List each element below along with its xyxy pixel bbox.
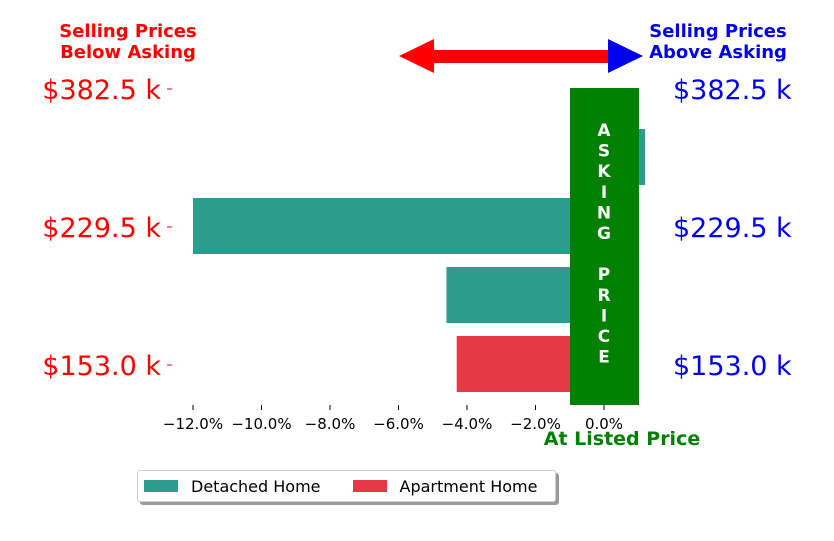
y-tick-label-left: $382.5 k <box>42 75 161 106</box>
asking-price-letter: G <box>597 224 611 244</box>
y-tick-label-right: $382.5 k <box>673 75 792 106</box>
y-tick-label-left: $153.0 k <box>42 351 161 382</box>
asking-price-letter: C <box>598 327 610 347</box>
legend-label-detached: Detached Home <box>191 476 321 496</box>
legend-item-apartment: Apartment Home <box>352 476 538 496</box>
asking-price-letter: N <box>597 203 611 223</box>
legend: Detached Home Apartment Home <box>137 470 556 502</box>
y-tick-label-right: $229.5 k <box>673 213 792 244</box>
header-above-line2: Above Asking <box>649 42 787 63</box>
header-below-line1: Selling Prices <box>59 21 197 42</box>
arrow-shaft-left <box>432 50 610 63</box>
legend-swatch-detached <box>144 480 178 492</box>
arrow-head-right <box>608 39 643 73</box>
y-tick-label-right: $153.0 k <box>673 351 792 382</box>
y-tick-label-left: $229.5 k <box>42 213 161 244</box>
header-below-asking: Selling Prices Below Asking <box>40 21 216 63</box>
x-tick-label: −10.0% <box>231 415 291 433</box>
asking-price-letter: I <box>601 183 607 203</box>
asking-price-letter: I <box>601 306 607 326</box>
asking-price-letter: A <box>597 121 611 141</box>
x-tick-label: 0.0% <box>585 415 623 433</box>
header-below-line2: Below Asking <box>60 42 196 63</box>
asking-price-letter: R <box>597 286 610 306</box>
x-tick-label: −4.0% <box>442 415 493 433</box>
header-above-line1: Selling Prices <box>649 21 787 42</box>
legend-item-detached: Detached Home <box>144 477 321 496</box>
header-above-asking: Selling Prices Above Asking <box>630 21 806 63</box>
asking-price-letter: S <box>598 142 610 162</box>
x-tick-label: −2.0% <box>510 415 561 433</box>
asking-price-letter: K <box>597 162 611 182</box>
bar <box>193 198 604 254</box>
legend-swatch-apartment <box>352 480 387 492</box>
x-tick-label: −6.0% <box>373 415 424 433</box>
arrow-head-left <box>399 39 434 73</box>
at-listed-price-label: At Listed Price <box>544 428 700 450</box>
x-tick-label: −12.0% <box>163 415 223 433</box>
legend-label-apartment: Apartment Home <box>399 476 538 496</box>
asking-price-letter: E <box>598 348 610 368</box>
x-tick-label: −8.0% <box>305 415 356 433</box>
asking-price-band <box>570 88 639 405</box>
asking-price-letter: P <box>598 265 610 285</box>
